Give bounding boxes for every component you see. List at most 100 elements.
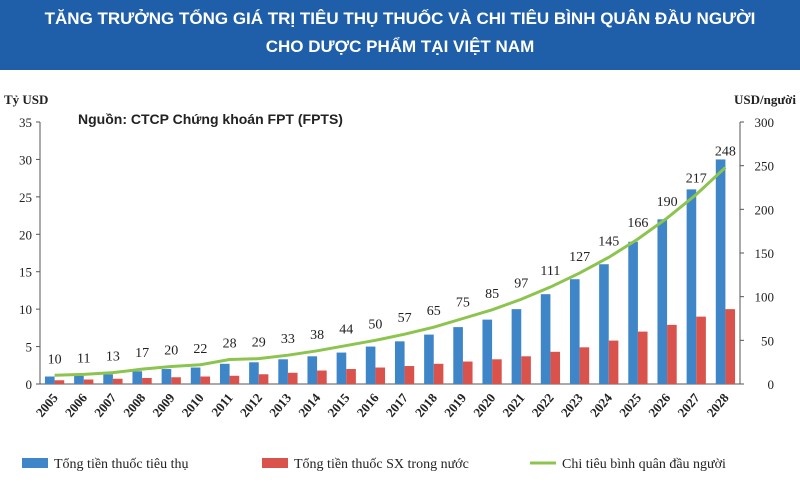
x-tick-label: 2012 bbox=[237, 390, 265, 420]
data-label: 217 bbox=[686, 171, 707, 186]
bar bbox=[540, 294, 551, 384]
y-tick-label: 25 bbox=[19, 190, 32, 205]
y2-tick-label: 50 bbox=[761, 333, 774, 348]
y2-tick-label: 250 bbox=[755, 159, 775, 174]
bar bbox=[462, 361, 473, 384]
y-tick-label: 20 bbox=[19, 227, 32, 242]
bar bbox=[637, 331, 648, 384]
bar bbox=[667, 324, 677, 384]
data-label: 38 bbox=[310, 328, 324, 343]
data-label: 75 bbox=[456, 296, 470, 311]
x-tick-label: 2005 bbox=[33, 390, 62, 420]
x-tick-label: 2006 bbox=[62, 390, 91, 420]
bar bbox=[190, 367, 201, 384]
bar bbox=[550, 351, 561, 384]
bar bbox=[229, 375, 240, 384]
data-label: 13 bbox=[106, 350, 120, 365]
bar bbox=[511, 309, 522, 384]
bar bbox=[599, 264, 609, 384]
bar bbox=[219, 363, 230, 384]
bar bbox=[278, 359, 288, 384]
data-label: 57 bbox=[398, 311, 412, 326]
y-tick-label: 30 bbox=[19, 152, 32, 167]
bar bbox=[249, 362, 259, 384]
y2-tick-label: 100 bbox=[755, 290, 775, 305]
data-label: 29 bbox=[252, 336, 266, 351]
legend-label: Chi tiêu bình quân đầu người bbox=[562, 457, 726, 472]
bar bbox=[579, 347, 590, 384]
data-label: 20 bbox=[164, 344, 178, 359]
x-tick-label: 2007 bbox=[91, 390, 120, 420]
bar bbox=[482, 319, 493, 384]
bar bbox=[424, 334, 434, 384]
bar bbox=[608, 340, 619, 384]
bar bbox=[200, 376, 211, 384]
x-tick-label: 2019 bbox=[441, 390, 470, 420]
bar bbox=[287, 372, 298, 384]
bar bbox=[336, 352, 347, 384]
x-tick-label: 2017 bbox=[383, 390, 412, 420]
data-label: 28 bbox=[223, 337, 237, 352]
bar bbox=[317, 370, 327, 384]
x-tick-label: 2026 bbox=[645, 390, 674, 420]
y-tick-label: 5 bbox=[26, 340, 33, 355]
bar bbox=[404, 366, 415, 384]
bar bbox=[453, 327, 463, 384]
x-tick-label: 2008 bbox=[120, 390, 149, 420]
x-tick-label: 2025 bbox=[616, 390, 645, 420]
bar bbox=[346, 369, 356, 384]
legend-swatch bbox=[262, 458, 288, 468]
chart-title: CHO DƯỢC PHẨM TẠI VIỆT NAM bbox=[266, 37, 535, 56]
data-label: 97 bbox=[514, 276, 528, 291]
bar bbox=[171, 377, 181, 384]
bar bbox=[394, 341, 405, 384]
data-label: 17 bbox=[135, 346, 149, 361]
bar bbox=[161, 369, 172, 384]
data-label: 166 bbox=[627, 216, 648, 231]
y-tick-label: 0 bbox=[26, 377, 33, 392]
x-tick-label: 2018 bbox=[412, 390, 441, 420]
data-label: 85 bbox=[485, 287, 499, 302]
bar bbox=[142, 378, 152, 384]
y2-tick-label: 300 bbox=[755, 115, 775, 130]
bar bbox=[307, 356, 318, 384]
y2-tick-label: 200 bbox=[755, 202, 775, 217]
y2-tick-label: 150 bbox=[755, 246, 775, 261]
x-tick-label: 2022 bbox=[529, 390, 557, 420]
data-label: 33 bbox=[281, 332, 295, 347]
bar bbox=[112, 378, 123, 384]
bar bbox=[83, 379, 94, 384]
annotation: Nguồn: CTCP Chứng khoán FPT (FPTS) bbox=[78, 111, 343, 127]
data-label: 190 bbox=[657, 195, 678, 210]
x-tick-label: 2010 bbox=[179, 390, 207, 420]
data-label: 44 bbox=[339, 323, 353, 338]
bar bbox=[433, 363, 444, 384]
data-label: 10 bbox=[48, 352, 62, 367]
bar bbox=[725, 309, 736, 384]
legend-label: Tổng tiền thuốc tiêu thụ bbox=[54, 457, 189, 472]
x-tick-label: 2009 bbox=[149, 390, 178, 420]
data-label: 65 bbox=[427, 304, 441, 319]
data-label: 248 bbox=[715, 144, 736, 159]
x-tick-label: 2013 bbox=[266, 390, 295, 420]
legend-label: Tổng tiền thuốc SX trong nước bbox=[294, 457, 469, 472]
bar bbox=[696, 316, 706, 384]
bar bbox=[628, 241, 638, 384]
bar bbox=[686, 189, 697, 384]
x-tick-label: 2021 bbox=[499, 390, 527, 420]
bar bbox=[74, 375, 84, 384]
bar bbox=[375, 367, 386, 384]
bar bbox=[715, 159, 726, 384]
header-band bbox=[0, 0, 800, 70]
x-tick-label: 2024 bbox=[587, 390, 616, 420]
bar bbox=[258, 374, 269, 384]
y-tick-label: 35 bbox=[19, 115, 32, 130]
bar bbox=[521, 356, 531, 384]
x-tick-label: 2028 bbox=[704, 390, 733, 420]
bar bbox=[44, 376, 55, 384]
y2-axis-label: USD/người bbox=[734, 92, 796, 107]
y-tick-label: 10 bbox=[19, 302, 32, 317]
data-label: 111 bbox=[540, 264, 560, 279]
bar bbox=[569, 279, 580, 384]
